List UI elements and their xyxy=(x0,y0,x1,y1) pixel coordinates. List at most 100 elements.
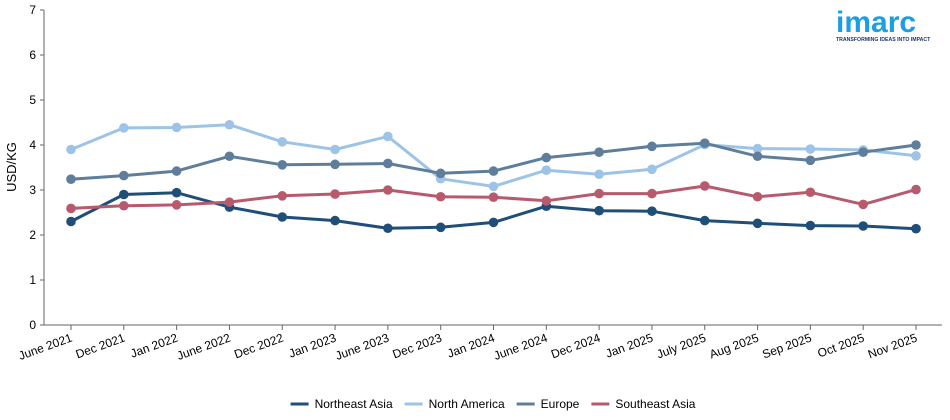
legend-label-northeast-asia: Northeast Asia xyxy=(315,397,393,411)
x-tick-label: Dec 2024 xyxy=(549,331,602,362)
x-tick-label: Aug 2025 xyxy=(708,331,761,362)
data-point-southeast-asia xyxy=(699,181,710,191)
x-tick-label: Jan 2023 xyxy=(287,331,338,361)
data-point-europe xyxy=(383,158,393,169)
data-point-north-america xyxy=(171,122,182,133)
data-point-north-america xyxy=(541,165,552,175)
data-point-europe xyxy=(488,166,499,176)
data-point-north-america xyxy=(383,131,393,142)
data-point-europe xyxy=(119,170,129,181)
y-tick-label: 1 xyxy=(29,273,36,287)
data-point-northeast-asia xyxy=(911,223,921,234)
data-point-southeast-asia xyxy=(171,200,182,210)
y-axis-ticks: 0 1 2 3 4 5 6 7 xyxy=(29,3,44,332)
data-point-northeast-asia xyxy=(435,222,446,233)
data-point-north-america xyxy=(224,119,235,130)
data-point-northeast-asia xyxy=(171,187,182,198)
data-point-north-america xyxy=(594,169,604,180)
data-point-north-america xyxy=(66,144,76,155)
data-point-europe xyxy=(647,141,657,152)
legend-label-southeast-asia: Southeast Asia xyxy=(615,397,695,411)
data-point-southeast-asia xyxy=(224,197,235,207)
data-point-southeast-asia xyxy=(541,196,552,206)
data-point-north-america xyxy=(277,137,288,147)
data-point-north-america xyxy=(752,143,763,154)
x-tick-label: Jan 2025 xyxy=(604,331,655,361)
data-point-southeast-asia xyxy=(330,189,340,199)
legend-label-europe: Europe xyxy=(541,397,580,411)
x-tick-label: Jan 2022 xyxy=(128,331,179,361)
x-tick-label: Sep 2025 xyxy=(760,331,813,362)
logo-wordmark: imarc xyxy=(836,6,916,39)
data-point-northeast-asia xyxy=(277,212,288,222)
data-point-north-america xyxy=(805,144,816,154)
y-axis-title: USD/KG xyxy=(4,142,19,192)
x-tick-label: June 2024 xyxy=(492,331,550,363)
data-point-southeast-asia xyxy=(383,185,393,195)
series-europe xyxy=(66,138,921,184)
series-north-america xyxy=(66,119,921,192)
data-point-northeast-asia xyxy=(699,215,710,226)
x-tick-label: June 2022 xyxy=(175,331,233,363)
data-point-southeast-asia xyxy=(858,199,868,210)
data-point-southeast-asia xyxy=(119,200,129,211)
data-point-europe xyxy=(277,160,288,170)
x-tick-label: June 2023 xyxy=(333,331,391,363)
data-point-southeast-asia xyxy=(488,192,499,202)
data-point-europe xyxy=(752,151,763,162)
legend: Northeast Asia North America Europe Southea… xyxy=(290,397,696,411)
series-southeast-asia xyxy=(66,181,921,214)
data-point-north-america xyxy=(488,181,499,192)
data-point-europe xyxy=(911,140,921,150)
x-tick-label: Jan 2024 xyxy=(445,331,496,361)
y-tick-label: 6 xyxy=(29,48,36,62)
data-point-northeast-asia xyxy=(383,223,393,234)
data-point-northeast-asia xyxy=(858,221,868,231)
data-point-europe xyxy=(858,147,868,157)
data-point-southeast-asia xyxy=(277,191,288,201)
data-point-europe xyxy=(66,174,76,184)
logo-tagline: TRANSFORMING IDEAS INTO IMPACT xyxy=(836,37,931,43)
data-point-north-america xyxy=(119,123,129,133)
data-point-north-america xyxy=(911,151,921,161)
data-point-northeast-asia xyxy=(647,206,657,216)
data-point-north-america xyxy=(330,144,340,155)
y-tick-label: 0 xyxy=(29,318,36,332)
x-tick-label: Dec 2023 xyxy=(391,331,444,362)
data-point-southeast-asia xyxy=(594,188,604,199)
data-point-europe xyxy=(594,147,604,157)
x-tick-label: June 2021 xyxy=(17,331,75,363)
legend-label-north-america: North America xyxy=(429,397,505,411)
data-point-europe xyxy=(699,138,710,148)
y-tick-label: 2 xyxy=(29,228,36,242)
data-point-southeast-asia xyxy=(647,188,657,199)
y-tick-label: 7 xyxy=(29,3,36,17)
data-point-europe xyxy=(330,159,340,170)
data-point-northeast-asia xyxy=(119,189,129,200)
data-point-northeast-asia xyxy=(752,218,763,229)
x-tick-label: Dec 2022 xyxy=(232,331,285,362)
data-point-northeast-asia xyxy=(66,216,76,227)
data-point-europe xyxy=(224,151,235,162)
data-point-southeast-asia xyxy=(911,184,921,195)
series-line-north-america xyxy=(69,123,918,188)
x-tick-label: Oct 2025 xyxy=(816,331,867,361)
data-point-europe xyxy=(805,155,816,166)
y-tick-label: 5 xyxy=(29,93,36,107)
data-point-europe xyxy=(541,152,552,163)
data-point-northeast-asia xyxy=(805,220,816,231)
x-tick-label: July 2025 xyxy=(655,331,708,362)
data-point-southeast-asia xyxy=(435,191,446,202)
data-point-northeast-asia xyxy=(594,205,604,216)
x-tick-label: Nov 2025 xyxy=(866,331,919,362)
data-point-europe xyxy=(171,166,182,176)
y-tick-label: 3 xyxy=(29,183,36,197)
data-point-northeast-asia xyxy=(330,215,340,226)
y-tick-label: 4 xyxy=(29,138,36,152)
plot-area xyxy=(66,119,921,234)
data-point-southeast-asia xyxy=(66,203,76,214)
x-tick-label: Dec 2021 xyxy=(74,331,127,362)
data-point-southeast-asia xyxy=(805,187,816,198)
